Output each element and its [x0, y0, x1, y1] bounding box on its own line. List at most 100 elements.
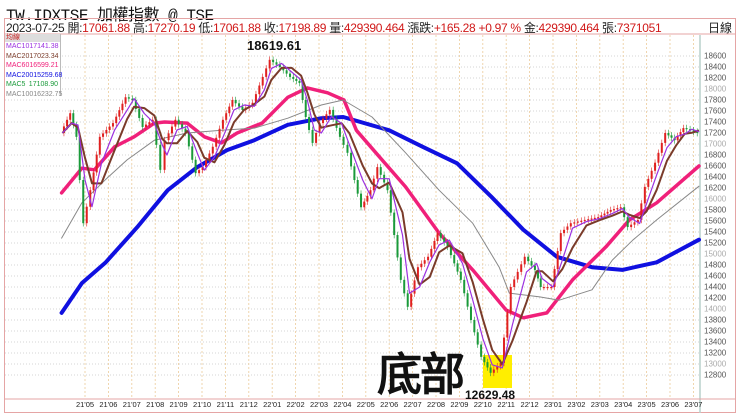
candle-body	[603, 213, 606, 216]
change-value: +165.28	[433, 21, 476, 35]
candle-body	[66, 119, 69, 127]
candle-body	[194, 159, 197, 174]
candle-body	[211, 146, 214, 154]
change-pct: +0.97 %	[478, 21, 521, 35]
y-tick-label: 15600	[704, 216, 727, 226]
legend-name: MAC10	[6, 43, 30, 50]
x-tick-label: 23'01	[543, 400, 563, 409]
x-tick-label: 21'09	[169, 400, 188, 409]
candle-body	[155, 119, 158, 145]
candle-body	[679, 132, 682, 137]
candle-body	[530, 261, 533, 266]
y-tick-label: 13600	[704, 326, 727, 336]
candle-body	[295, 78, 298, 81]
x-tick-label: 22'12	[520, 400, 539, 409]
candle-body	[389, 190, 392, 213]
legend-value: 17141.38	[29, 43, 59, 50]
ma-line-mac200	[59, 115, 701, 315]
volume-value: 429390.464	[343, 21, 405, 35]
candle-body	[98, 136, 101, 155]
candle-body	[626, 217, 629, 228]
candle-body	[376, 167, 379, 179]
candle-body	[527, 256, 530, 262]
y-tick-label: 16200	[704, 183, 727, 193]
candle-body	[322, 118, 325, 124]
candle-body	[410, 293, 413, 307]
x-tick-label: 22'02	[286, 400, 305, 409]
y-tick-label: 15000	[704, 249, 727, 259]
y-tick-label: 18400	[704, 62, 727, 72]
candle-body	[563, 229, 566, 234]
candle-body	[420, 263, 423, 268]
x-tick-label: 22'05	[356, 400, 375, 409]
x-tick-label: 21'05	[75, 400, 95, 409]
candle-body	[254, 94, 257, 103]
candle-body	[318, 123, 321, 133]
candle-body	[78, 136, 81, 181]
ma-line-mac60	[59, 86, 701, 320]
x-tick-label: 22'01	[263, 400, 282, 409]
candle-body	[443, 237, 446, 243]
y-tick-label: 16800	[704, 150, 727, 160]
candle-body	[492, 369, 495, 373]
candle-body	[95, 154, 98, 173]
candle-body	[62, 126, 65, 133]
y-tick-label: 16000	[704, 194, 727, 204]
candle-body	[144, 124, 147, 127]
candle-body	[346, 144, 349, 153]
high-label: 高:	[132, 21, 148, 35]
candle-body	[231, 100, 234, 107]
x-tick-label: 23'06	[660, 400, 680, 409]
y-tick-label: 14200	[704, 293, 727, 303]
candle-body	[509, 287, 512, 313]
candle-body	[566, 226, 569, 230]
candle-body	[350, 152, 353, 167]
candle-body	[111, 123, 114, 127]
candle-body	[238, 103, 241, 107]
candle-body	[459, 271, 462, 280]
ma-legend: 均線 MAC10 17141.38 MAC20 17023.34 MAC60 16599.…	[5, 34, 63, 98]
x-tick-label: 22'07	[403, 400, 422, 409]
legend-value: 16232.75	[33, 90, 63, 98]
legend-value: 15259.68	[33, 71, 63, 79]
candle-body	[436, 233, 439, 241]
candle-body	[576, 221, 579, 223]
candle-body	[670, 135, 673, 138]
plot-area	[5, 35, 700, 399]
candle-body	[463, 279, 466, 294]
candle-body	[430, 248, 433, 257]
candle-body	[506, 312, 509, 338]
legend-value: 16599.21	[29, 62, 59, 70]
candle-body	[539, 278, 542, 287]
legend-item: MAC60 16599.21	[5, 61, 60, 71]
y-tick-label: 15200	[704, 238, 727, 248]
candle-body	[657, 152, 660, 163]
candle-body	[640, 203, 643, 220]
period-selector[interactable]: 日線	[707, 21, 732, 35]
candle-body	[489, 367, 492, 373]
candle-body	[633, 222, 636, 225]
candle-body	[393, 212, 396, 236]
open-value: 17061.88	[82, 21, 130, 35]
candle-body	[480, 344, 483, 357]
candle-body	[664, 133, 667, 143]
candle-body	[315, 133, 318, 143]
lots-value: 7371051	[616, 21, 662, 35]
candle-body	[559, 233, 562, 252]
x-tick-label: 21'07	[122, 400, 141, 409]
candle-body	[580, 220, 583, 222]
candle-body	[676, 136, 679, 141]
candle-body	[600, 215, 603, 218]
candle-body	[643, 186, 646, 204]
candle-body	[569, 223, 572, 227]
legend-item: MAC10 17141.38	[5, 42, 60, 52]
candle-body	[82, 180, 85, 224]
candle-body	[363, 201, 366, 208]
candle-body	[612, 209, 615, 211]
x-tick-label: 21'10	[192, 400, 212, 409]
candle-body	[174, 119, 177, 127]
candle-body	[85, 206, 88, 224]
candle-body	[654, 162, 657, 171]
candle-body	[453, 255, 456, 264]
